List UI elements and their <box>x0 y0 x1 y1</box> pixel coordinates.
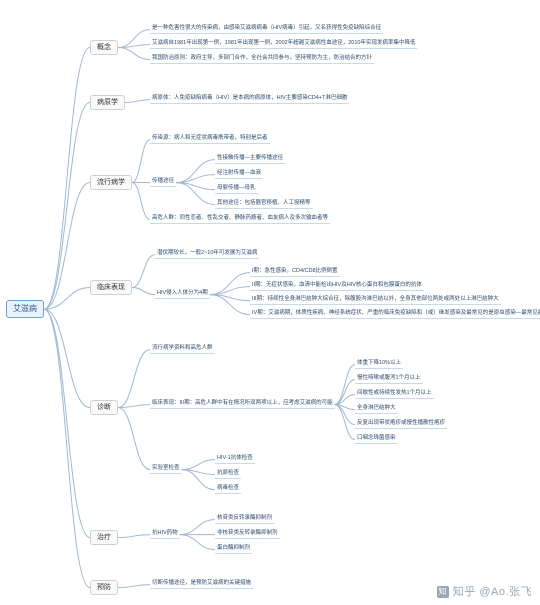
leaf-node[interactable]: 体重下降10%以上 <box>355 360 403 369</box>
leaf-node[interactable]: 全身淋巴结肿大 <box>355 405 398 414</box>
leaf-node[interactable]: 传播途径 <box>150 178 176 187</box>
leaf-node[interactable]: 潜伏期较长，一般2~10年可发展为艾滋病 <box>155 250 259 259</box>
branch-node[interactable]: 病原学 <box>90 95 125 110</box>
leaf-node[interactable]: 传染源：病人和无症状病毒携带者，特别是后者 <box>150 135 270 144</box>
leaf-node[interactable]: 性接触传播—主要传播途径 <box>215 155 285 164</box>
leaf-node[interactable]: HIV侵入人体分为4期 <box>155 290 210 299</box>
leaf-node[interactable]: 是一种危害性很大的传染病，由感染艾滋病病毒（HIV病毒）引起，又名获得性免疫缺陷… <box>150 25 383 34</box>
leaf-node[interactable]: 非核苷类反转录酶抑制剂 <box>215 530 280 539</box>
branch-node[interactable]: 临床表现 <box>90 280 132 295</box>
leaf-node[interactable]: 切断传播途径，是预防艾滋病的关键措施 <box>150 580 253 589</box>
leaf-node[interactable]: 流行病学资料和高危人群 <box>150 345 215 354</box>
leaf-node[interactable]: III期：持续性全身淋巴结肿大综合征，除腹股沟淋巴结以外，全身其他部位两处或两处… <box>250 296 501 305</box>
root-node[interactable]: 艾滋病 <box>6 300 44 318</box>
leaf-node[interactable]: 母婴传播—母乳 <box>215 185 258 194</box>
zhihu-icon: 知 <box>437 586 449 598</box>
watermark: 知知乎 @Ao.张飞 <box>437 583 532 599</box>
leaf-node[interactable]: 其他途径：包括器官移植、人工授精等 <box>215 200 313 209</box>
leaf-node[interactable]: II期：无症状感染，血清中能检出HIV及HIV核心蛋白和包膜蛋白的抗体 <box>250 282 424 291</box>
leaf-node[interactable]: 慢性咳嗽或腹泻1个月以上 <box>355 375 423 384</box>
branch-node[interactable]: 流行病学 <box>90 175 132 190</box>
leaf-node[interactable]: 抗HIV药物 <box>150 530 180 539</box>
branch-node[interactable]: 概念 <box>90 40 118 55</box>
branch-node[interactable]: 预防 <box>90 580 118 595</box>
leaf-node[interactable]: 临床表现：III期：高危人群中有在情况所双两项以上，应考虑艾滋病的可能 <box>150 400 335 409</box>
leaf-node[interactable]: 病原体：人免疫缺陷病毒（HIV）是本病的病原体，HIV主要感染CD4+T淋巴细胞 <box>150 95 349 104</box>
leaf-node[interactable]: IV期：艾滋病期，体质性疾病、神经系统症状、严重的临床免疫缺陷和（或）继发感染及… <box>250 310 540 319</box>
mindmap-canvas: 知知乎 @Ao.张飞 艾滋病 概念 是一种危害性很大的传染病，由感染艾滋病病毒（HI… <box>0 0 540 605</box>
leaf-node[interactable]: 口咽念珠菌感染 <box>355 435 398 444</box>
branch-node[interactable]: 治疗 <box>90 530 118 545</box>
leaf-node[interactable]: 我国防治原则：政府主导，多部门合作，全社会共同参与，坚持预防为主，防治结合的方针 <box>150 55 374 64</box>
leaf-node[interactable]: 蛋白酶抑制剂 <box>215 545 252 554</box>
leaf-node[interactable]: I期：急性感染，CD4/CD8比例倒置 <box>250 268 340 277</box>
leaf-node[interactable]: 艾滋病自1981年出现第一例，1981年出现第一例，2002年超越艾滋病性血途径… <box>150 40 417 49</box>
leaf-node[interactable]: 高危人群：同性恋者、性乱交者、静脉药瘾者、血友病人及多次输血者等 <box>150 215 330 224</box>
leaf-node[interactable]: 经注射传播—血液 <box>215 170 263 179</box>
leaf-node[interactable]: HIV-1抗体检查 <box>215 455 255 464</box>
leaf-node[interactable]: 实验室检查 <box>150 465 182 474</box>
leaf-node[interactable]: 核苷类反转录酶抑制剂 <box>215 515 274 524</box>
branch-node[interactable]: 诊断 <box>90 400 118 415</box>
leaf-node[interactable]: 反复出现带状疱疹或慢性播散性疱疹 <box>355 420 447 429</box>
watermark-text: 知乎 @Ao.张飞 <box>453 586 532 598</box>
leaf-node[interactable]: 抗原检查 <box>215 470 241 479</box>
leaf-node[interactable]: 病毒检查 <box>215 485 241 494</box>
leaf-node[interactable]: 间歇性或持续性发热1个月以上 <box>355 390 434 399</box>
